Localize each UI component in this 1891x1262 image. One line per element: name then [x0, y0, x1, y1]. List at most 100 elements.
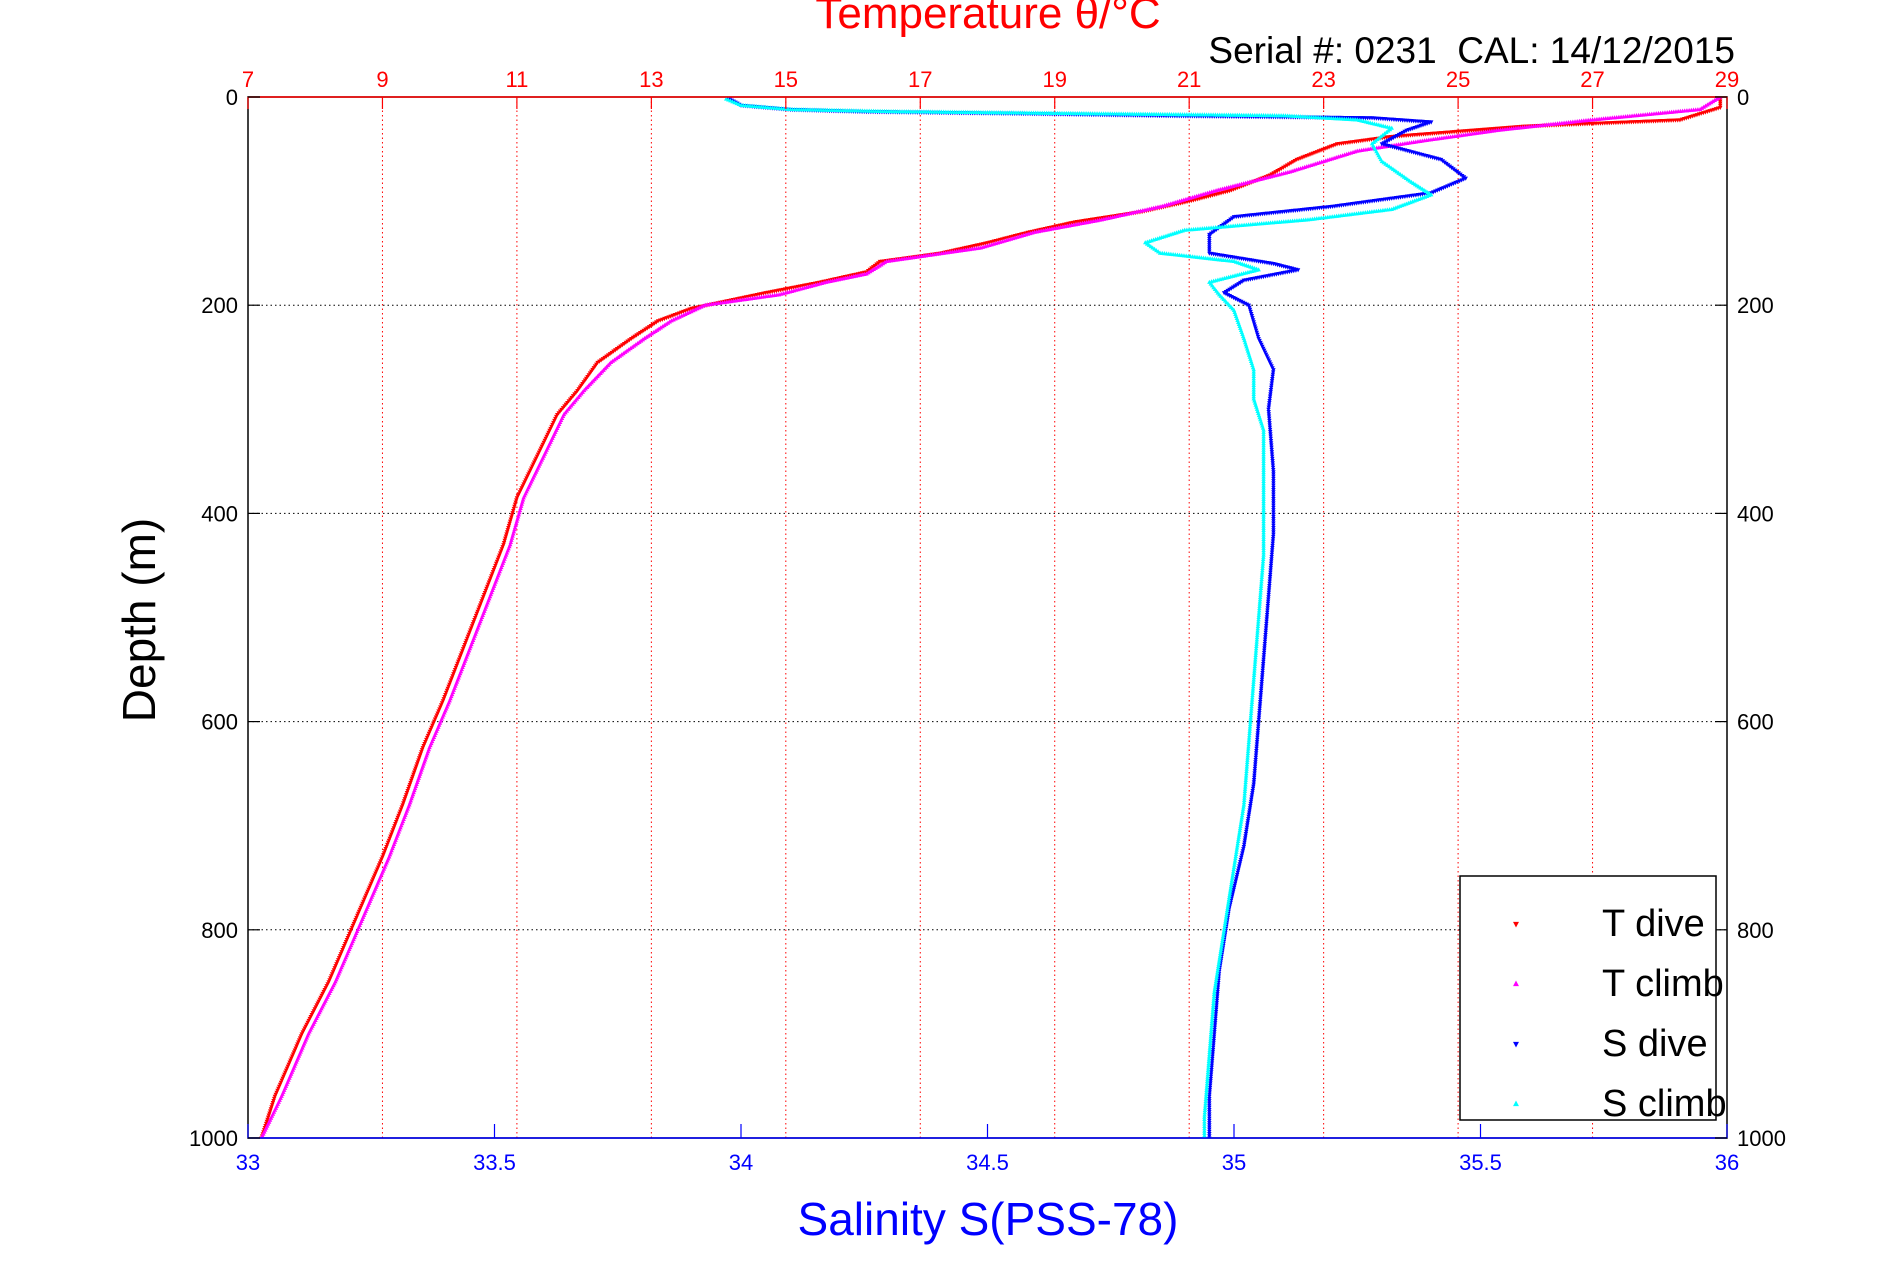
data-point — [1244, 762, 1250, 767]
top-axis-tick-label: 27 — [1580, 67, 1604, 92]
data-point — [1232, 284, 1238, 289]
data-point — [1269, 552, 1275, 557]
data-point — [1271, 368, 1276, 373]
data-point — [1207, 1096, 1212, 1102]
data-point — [1213, 1014, 1218, 1019]
data-point — [503, 536, 508, 541]
data-point — [1244, 766, 1249, 771]
data-point — [1214, 974, 1219, 979]
data-point — [1271, 499, 1276, 504]
data-point — [1261, 478, 1266, 483]
data-point — [1252, 670, 1257, 675]
data-point — [1236, 866, 1241, 871]
data-point — [1256, 724, 1261, 729]
data-point — [1246, 742, 1251, 747]
data-point — [1257, 708, 1262, 714]
data-point — [1256, 722, 1261, 727]
data-point — [1261, 454, 1266, 459]
data-point — [1271, 514, 1276, 519]
data-point — [1261, 476, 1266, 481]
data-point — [634, 333, 639, 338]
legend: T dive T climb S dive S climb — [1459, 875, 1727, 1125]
right-axis-tick-label: 600 — [1737, 710, 1774, 735]
data-point — [1232, 862, 1237, 867]
data-point — [1238, 821, 1244, 826]
data-point — [468, 626, 474, 631]
data-point — [1271, 472, 1276, 477]
data-point — [1207, 239, 1212, 244]
data-point — [1239, 279, 1245, 284]
data-point — [1246, 814, 1251, 819]
data-point — [1268, 438, 1274, 444]
data-point — [1224, 909, 1230, 915]
data-point — [451, 672, 456, 677]
data-point — [490, 570, 496, 575]
data-point — [497, 553, 502, 558]
data-point — [1268, 568, 1273, 573]
data-point — [444, 688, 450, 693]
data-point — [1207, 241, 1212, 246]
data-point — [1252, 769, 1257, 774]
data-point — [1266, 403, 1272, 408]
data-point — [1207, 1132, 1212, 1137]
data-point — [1391, 136, 1396, 141]
data-point — [1268, 572, 1273, 577]
data-point — [1268, 392, 1273, 397]
data-point — [1211, 996, 1216, 1001]
data-point — [441, 697, 446, 702]
data-point — [1271, 171, 1276, 176]
data-point — [1251, 385, 1256, 390]
left-axis-tick-label: 1000 — [189, 1126, 238, 1151]
data-point — [1261, 552, 1266, 557]
data-point — [1216, 963, 1221, 968]
data-point — [1239, 817, 1244, 822]
data-point — [1246, 737, 1252, 742]
data-point — [510, 511, 515, 516]
data-point — [1268, 570, 1273, 575]
data-point — [1254, 749, 1259, 754]
data-point — [1261, 436, 1266, 441]
data-point — [460, 647, 466, 652]
data-point — [1220, 937, 1225, 943]
data-point — [1248, 713, 1254, 718]
data-point — [1266, 412, 1272, 417]
data-point — [1261, 556, 1266, 562]
data-point — [1269, 454, 1275, 459]
data-point — [1263, 626, 1269, 631]
data-point — [1214, 1003, 1219, 1008]
data-point — [1270, 459, 1275, 464]
data-point — [1238, 857, 1244, 863]
data-point — [1251, 367, 1256, 372]
data-point — [1202, 1107, 1208, 1113]
data-point — [476, 607, 481, 612]
data-point — [1261, 516, 1266, 521]
data-point — [1254, 634, 1260, 640]
data-point — [477, 603, 483, 608]
data-point — [1271, 474, 1276, 479]
data-point — [1213, 978, 1219, 984]
data-point — [452, 670, 457, 675]
data-point — [1247, 733, 1252, 738]
data-point — [507, 519, 513, 524]
data-point — [1249, 699, 1255, 704]
data-point — [1245, 755, 1250, 760]
data-point — [1271, 521, 1276, 526]
data-point — [1271, 485, 1276, 490]
data-point — [1290, 160, 1296, 165]
data-point — [1202, 1130, 1207, 1135]
data-point — [1253, 760, 1258, 765]
data-point — [1202, 1123, 1207, 1128]
data-point — [1257, 702, 1263, 707]
top-axis-tick-label: 29 — [1715, 67, 1739, 92]
data-point — [1254, 744, 1259, 749]
data-point — [1398, 131, 1404, 137]
data-point — [266, 1113, 272, 1118]
data-point — [1270, 456, 1275, 461]
y-axis-title: Depth (m) — [113, 518, 165, 722]
data-point — [1253, 650, 1259, 655]
data-point — [1279, 166, 1284, 171]
data-point — [1231, 864, 1237, 869]
right-axis-tick-label: 800 — [1737, 918, 1774, 943]
data-point — [1270, 539, 1276, 544]
data-point — [384, 844, 389, 850]
